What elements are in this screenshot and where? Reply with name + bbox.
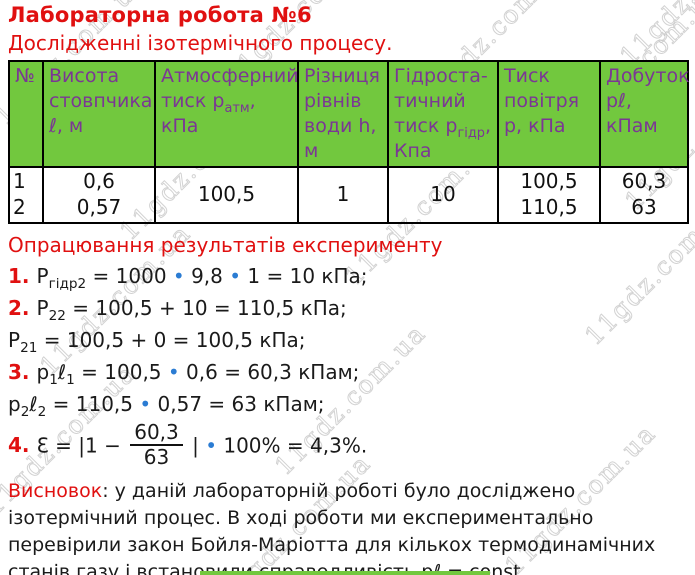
conclusion-paragraph: Висновок: у даній лабораторній роботі бу… [8,478,691,575]
operator-dot: • [172,263,185,288]
table-data-cell-0: 1 2 [8,166,44,224]
operator-dot: • [167,359,180,384]
formula-line-1: 1. Pгідр2 = 1000 • 9,8 • 1 = 10 кПа; [8,263,368,292]
table-column-header-1: Висота стовпчика ℓ, м [42,59,156,169]
table-data-cell-1: 0,6 0,57 [42,166,156,224]
table-data-cell-5: 100,5 110,5 [497,166,601,224]
formula-step-number: 1. [8,263,30,288]
measurements-table-header-row: № Висота стовпчика ℓ, м Атмосферний тиск p… [8,59,690,169]
document-content: Лабораторна робота №6 Дослідженні ізотер… [0,3,695,575]
table-column-header-6: Добуток pℓ, кПам [599,59,690,169]
conclusion-label: Висновок [8,479,103,502]
table-column-header-0: № [8,59,44,169]
table-data-cell-2: 100,5 [154,166,299,224]
next-page-table-strip [200,571,490,575]
table-column-header-5: Тиск повітря p, кПа [497,59,601,169]
measurements-table: № Висота стовпчика ℓ, м Атмосферний тиск p… [8,59,690,224]
formula-step-number: 4. [8,433,30,457]
page-title: Лабораторна робота №6 [8,3,312,27]
fraction: 60,3 63 [130,421,183,468]
measurements-table-data-row: 1 2 0,6 0,57 100,5 1 10 100,5 110,5 60,3 63 [8,166,689,224]
operator-dot: • [205,433,217,457]
formula-line-5: p2ℓ2 = 110,5 • 0,57 = 63 кПам; [8,391,325,420]
table-data-cell-4: 10 [387,166,499,224]
formula-line-6: 4. Ɛ = |1 − 60,3 63 | • 100% = 4,3%. [8,419,368,469]
formulas-block: 1. Pгідр2 = 1000 • 9,8 • 1 = 10 кПа; 2. P22… [8,264,687,470]
table-column-header-2: Атмосферний тиск pатм, кПа [154,59,299,169]
conclusion-text: : у даній лабораторній роботі було дослі… [8,479,656,575]
formula-line-2: 2. P22 = 100,5 + 10 = 110,5 кПа; [8,295,347,324]
processing-section-heading: Опрацювання результатів експерименту [8,232,443,257]
formula-line-3: P21 = 100,5 + 0 = 100,5 кПа; [8,327,306,356]
table-data-cell-3: 1 [297,166,389,224]
formula-step-number: 2. [8,295,30,320]
operator-dot: • [139,391,152,416]
page-subtitle: Дослідженні ізотермічного процесу. [8,31,393,55]
operator-dot: • [229,263,242,288]
formula-line-4: 3. p1ℓ1 = 100,5 • 0,6 = 60,3 кПам; [8,359,360,388]
table-column-header-3: Різниця рівнів води h, м [297,59,389,169]
table-column-header-4: Гідроста-тичний тиск pгідр, Кпа [387,59,499,169]
formula-step-number: 3. [8,359,30,384]
table-data-cell-6: 60,3 63 [599,166,689,224]
